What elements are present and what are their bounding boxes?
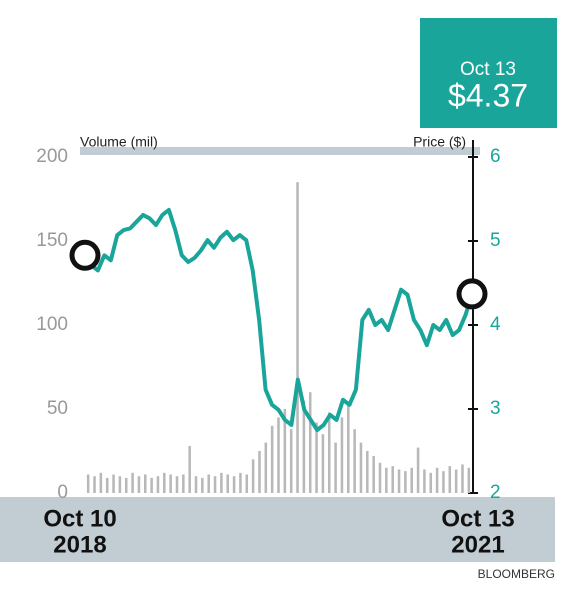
y-tick-label: 100: [36, 314, 68, 335]
volume-bar: [410, 467, 413, 493]
volume-bar: [112, 474, 115, 493]
volume-bar: [423, 469, 426, 493]
volume-bar: [86, 474, 90, 493]
volume-bar: [391, 466, 394, 493]
price-marker: [69, 239, 101, 271]
volume-bar: [353, 429, 356, 493]
y-tick-label: 50: [47, 398, 68, 419]
date-band: [0, 497, 555, 562]
volume-bar: [251, 459, 255, 493]
volume-bar: [340, 417, 344, 493]
volume-bar: [378, 462, 382, 493]
volume-bar: [359, 442, 363, 493]
volume-bar: [188, 445, 191, 493]
volume-bar: [385, 467, 388, 493]
start-year: 2018: [53, 531, 106, 558]
volume-bar: [163, 472, 166, 493]
volume-bar: [99, 472, 103, 493]
y-axis-label: Volume (mil): [80, 134, 158, 150]
volume-bar: [245, 474, 249, 493]
y2-tick-label: 6: [490, 146, 501, 167]
volume-bar: [416, 447, 420, 493]
volume-bar: [175, 476, 179, 493]
volume-bar: [334, 442, 337, 493]
volume-bar: [454, 469, 458, 493]
volume-bar: [182, 474, 185, 493]
volume-bar: [296, 182, 299, 493]
volume-bar: [232, 476, 236, 493]
callout-date: Oct 13: [460, 59, 516, 80]
callout-value: $4.37: [448, 77, 528, 113]
volume-bar: [448, 466, 452, 493]
volume-bar: [137, 476, 141, 493]
volume-bar: [220, 472, 223, 493]
volume-bar: [150, 477, 153, 493]
y2-axis-label: Price ($): [413, 134, 466, 150]
volume-bar: [207, 474, 210, 493]
price-line: [83, 207, 474, 432]
volume-bar: [289, 429, 293, 493]
y-tick-label: 0: [57, 482, 68, 503]
start-date: Oct 10: [43, 505, 116, 532]
volume-bar: [144, 474, 147, 493]
volume-bar: [429, 472, 433, 493]
volume-bar: [226, 474, 230, 493]
volume-bar: [397, 469, 401, 493]
header-band: [80, 147, 480, 155]
volume-bar: [156, 476, 160, 493]
volume-bar: [124, 477, 128, 493]
volume-bar: [321, 434, 325, 493]
volume-bar: [435, 467, 439, 493]
volume-bar: [442, 471, 445, 493]
y2-tick-label: 3: [490, 398, 501, 419]
volume-bar: [93, 476, 96, 493]
volume-bar: [308, 392, 312, 493]
volume-bar: [239, 472, 242, 493]
volume-bar: [201, 477, 204, 493]
end-year: 2021: [451, 531, 504, 558]
volume-bar: [118, 476, 122, 493]
volume-bar: [347, 405, 350, 493]
end-date: Oct 13: [441, 505, 514, 532]
price-marker: [456, 278, 488, 310]
volume-bar: [461, 464, 464, 493]
volume-bar: [283, 409, 287, 493]
y2-tick-label: 4: [490, 314, 501, 335]
volume-bar: [270, 425, 274, 493]
y2-tick-label: 5: [490, 230, 501, 251]
y-tick-label: 150: [36, 230, 68, 251]
source: BLOOMBERG: [478, 567, 555, 581]
volume-bar: [131, 472, 134, 493]
volume-bar: [315, 422, 318, 493]
volume-bar: [264, 442, 268, 493]
volume-bar: [169, 474, 172, 493]
volume-bar: [194, 476, 198, 493]
volume-bar: [327, 412, 331, 493]
volume-bar: [105, 477, 109, 493]
volume-bar: [213, 476, 217, 493]
volume-bar: [467, 467, 471, 493]
volume-bar: [277, 417, 280, 493]
volume-bar: [302, 400, 306, 493]
y2-tick-label: 2: [490, 482, 501, 503]
volume-bar: [366, 451, 369, 493]
y-tick-label: 200: [36, 146, 68, 167]
volume-bar: [258, 451, 261, 493]
callout-box: [420, 18, 557, 128]
volume-bar: [372, 456, 375, 493]
volume-bar: [404, 471, 407, 493]
